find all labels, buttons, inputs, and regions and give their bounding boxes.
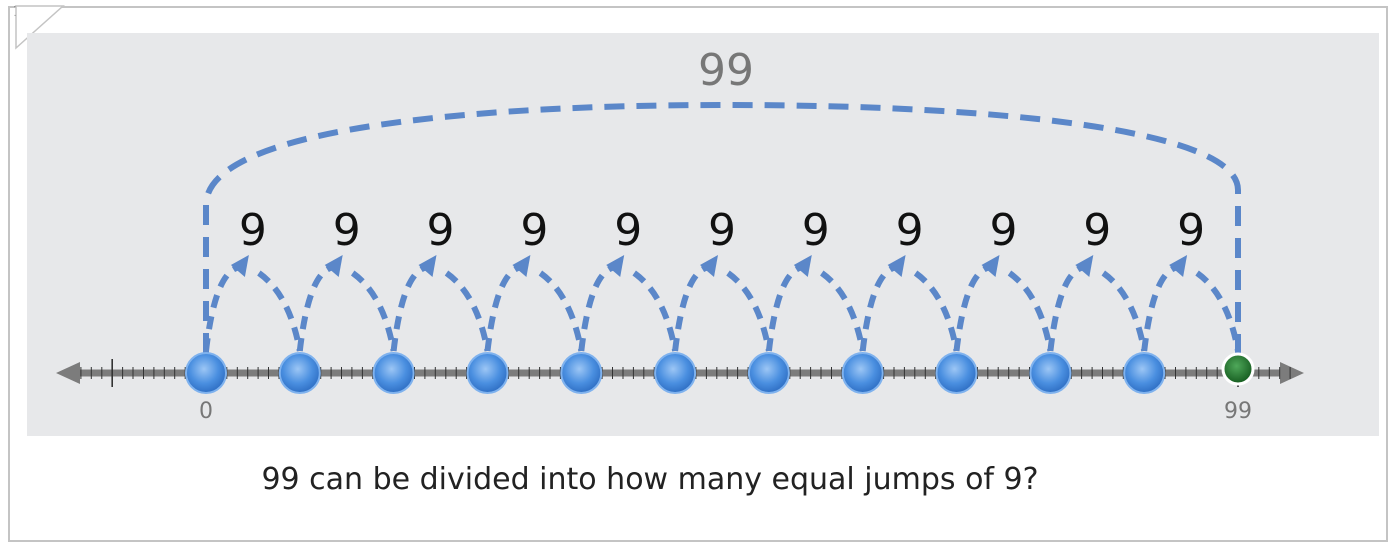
jump-label: 9: [239, 205, 267, 256]
jump-point: [654, 352, 697, 394]
jump-point: [747, 352, 790, 394]
jump-arrowhead: [230, 255, 249, 277]
jump-arc-falling: [257, 270, 303, 352]
jump-label: 9: [1083, 205, 1111, 256]
jump-arc-falling: [1101, 270, 1148, 352]
jump-arc-falling: [444, 270, 491, 352]
jump-label: 9: [990, 205, 1018, 256]
jump-arrowhead: [1169, 255, 1188, 277]
jump-point: [1123, 352, 1166, 394]
jump-label: 9: [1177, 205, 1205, 256]
axis-arrow-left: [56, 362, 80, 384]
jump-point: [466, 352, 509, 394]
axis-arrow-right: [1280, 362, 1304, 384]
jump-arrowhead: [1075, 255, 1094, 277]
question-text: 99 can be divided into how many equal ju…: [261, 462, 1039, 497]
total-jump-label: 99: [698, 45, 754, 96]
jump-label: 9: [427, 205, 455, 256]
jump-arrowhead: [887, 255, 906, 277]
end-label: 99: [1224, 399, 1252, 424]
jump-arc-falling: [819, 270, 866, 352]
jump-arrowhead: [512, 255, 531, 277]
jump-point: [935, 352, 978, 394]
jump-arrowhead: [606, 255, 625, 277]
jump-arc-falling: [726, 270, 772, 352]
jump-arc-falling: [1007, 270, 1054, 352]
jump-point: [841, 352, 884, 394]
jump-arrowhead: [418, 255, 437, 277]
jump-point: [372, 352, 415, 394]
jump-label: 9: [520, 205, 548, 256]
equal-jumps: 9 9 9 9 9 9 9 9 9 9 9: [203, 205, 1241, 352]
jump-points: [185, 352, 1255, 394]
jump-point: [185, 352, 227, 394]
jump-point: [1029, 352, 1072, 394]
end-point: [1221, 352, 1255, 386]
jump-point: [278, 352, 321, 394]
start-label: 0: [199, 399, 213, 424]
jump-arc-falling: [538, 270, 585, 352]
jump-label: 9: [614, 205, 642, 256]
jump-label: 9: [802, 205, 830, 256]
jump-arc-falling: [350, 270, 397, 352]
jump-label: 9: [896, 205, 924, 256]
jump-arrowhead: [793, 255, 812, 277]
jump-label: 9: [708, 205, 736, 256]
total-jump-arc: [203, 101, 1241, 353]
jump-arc-falling: [632, 270, 679, 352]
jump-arrowhead: [981, 255, 1000, 277]
jump-arrowhead: [324, 255, 343, 277]
jump-point: [560, 352, 603, 394]
jump-label: 9: [333, 205, 361, 256]
jump-arc-falling: [1195, 270, 1241, 352]
jump-arrowhead: [700, 255, 718, 277]
jump-arc-falling: [913, 270, 960, 352]
